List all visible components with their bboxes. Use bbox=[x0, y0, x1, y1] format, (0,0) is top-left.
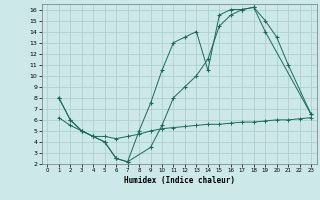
X-axis label: Humidex (Indice chaleur): Humidex (Indice chaleur) bbox=[124, 176, 235, 185]
